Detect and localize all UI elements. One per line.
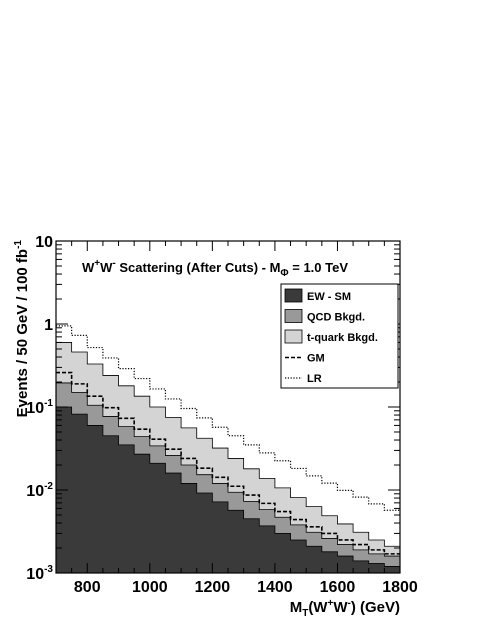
- legend-entries: EW - SM QCD Bkgd. t-quark Bkgd. GM LR: [284, 288, 378, 385]
- y-tick-label: 10: [35, 234, 53, 251]
- y-tick-label: 10-3: [26, 564, 53, 583]
- tick-labels-layer: 800 1000 1200 1400 1600 1800 10-3 10-2 10-1 1 10: [26, 234, 418, 596]
- legend-label-t-quark-bkgd: t-quark Bkgd.: [307, 332, 378, 344]
- legend-label-qcd-bkgd: QCD Bkgd.: [307, 312, 365, 324]
- title-part-energy: = 1.0 TeV: [289, 260, 349, 275]
- line-lr: [56, 325, 400, 511]
- x-tick-label: 800: [74, 579, 101, 596]
- hist-ew-sm: [55, 406, 401, 574]
- x-tick-label: 1000: [132, 579, 168, 596]
- title-part-minus: -: [112, 258, 115, 269]
- x-tick-label: 1600: [320, 579, 356, 596]
- title-part-plus: +: [94, 258, 100, 269]
- y-tick-label: 10-1: [26, 398, 53, 417]
- legend: EW - SM QCD Bkgd. t-quark Bkgd. GM LR: [280, 283, 399, 389]
- title-part-w2: W: [100, 260, 113, 275]
- overlay-lines-layer: [56, 325, 400, 555]
- legend-swatch-ew-sm: [284, 288, 303, 303]
- x-tick-label: 1400: [257, 579, 293, 596]
- xlabel-part-m: M: [290, 599, 303, 616]
- chart-title: W+W- Scattering (After Cuts) - MΦ = 1.0 …: [82, 258, 348, 279]
- y-axis-title: Events / 50 GeV / 100 fb-1: [13, 240, 31, 418]
- legend-label-gm: GM: [307, 353, 325, 365]
- x-tick-label: 1200: [195, 579, 231, 596]
- histogram-layer: [55, 342, 401, 574]
- ylabel-part-main: Events / 50 GeV / 100 fb: [14, 249, 31, 417]
- title-part-w1: W: [82, 260, 95, 275]
- legend-label-lr: LR: [307, 373, 322, 385]
- title-part-phi: Φ: [280, 268, 288, 279]
- xlabel-part-plus: +: [327, 598, 333, 609]
- legend-swatch-t-quark-bkgd: [284, 329, 303, 344]
- ylabel-part-exp: -1: [13, 240, 24, 249]
- y-tick-label: 10-2: [26, 481, 53, 500]
- xlabel-part-w1: (W: [308, 599, 328, 616]
- legend-swatch-qcd-bkgd: [284, 309, 303, 323]
- x-axis-title: MT(W+W-) (GeV): [290, 598, 400, 619]
- x-tick-label: 1800: [382, 579, 418, 596]
- xlabel-part-t: T: [302, 608, 308, 619]
- title-part-main: Scattering (After Cuts) - M: [116, 260, 281, 275]
- legend-label-ew-sm: EW - SM: [307, 291, 351, 303]
- xlabel-part-w2: W: [333, 599, 348, 616]
- line-gm: [56, 371, 400, 555]
- y-tick-label: 1: [44, 317, 53, 334]
- xlabel-part-unit: ) (GeV): [351, 599, 400, 616]
- xlabel-part-minus: -: [347, 598, 350, 609]
